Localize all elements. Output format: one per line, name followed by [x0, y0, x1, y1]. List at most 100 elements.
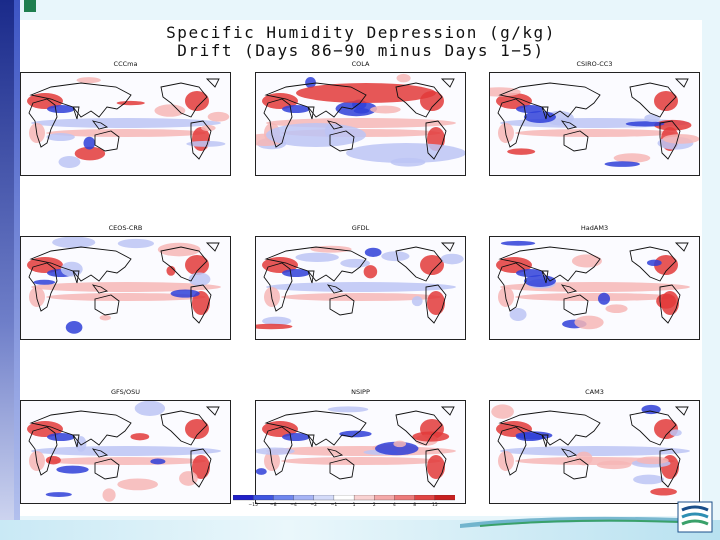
map-panel: GFS/OSU [20, 388, 231, 504]
slide-canvas: Specific Humidity Depression (g/kg) Drif… [20, 20, 702, 516]
colorbar-tick-label: −4 [290, 502, 297, 507]
humidity-anomaly-blob [370, 105, 401, 114]
coastline [498, 82, 601, 118]
humidity-anomaly-blob [646, 259, 662, 267]
humidity-anomaly-blob [427, 291, 445, 315]
coastline [28, 262, 58, 312]
humidity-anomaly-blob [262, 316, 292, 326]
humidity-anomaly-blob [625, 121, 665, 127]
humidity-anomaly-blob [74, 146, 106, 161]
coastline [205, 242, 220, 252]
panel-title: NSIPP [351, 388, 370, 396]
humidity-anomaly-blob [46, 133, 75, 141]
map-field [255, 400, 466, 504]
humidity-anomaly-blob [281, 457, 441, 465]
humidity-anomaly-blob [507, 148, 536, 155]
humidity-anomaly-blob [266, 123, 366, 147]
map-field [255, 72, 466, 176]
coastline [541, 270, 549, 284]
colorbar-tick-label: 15 [432, 502, 438, 507]
coastline [425, 448, 447, 488]
coastline [329, 130, 355, 152]
humidity-anomaly-blob [596, 460, 632, 470]
bottom-decor-bar [0, 520, 720, 540]
colorbar-tick-label: −1 [331, 502, 338, 507]
humidity-anomaly-blob [605, 304, 628, 314]
humidity-anomaly-blob [282, 433, 310, 441]
coastline [29, 246, 132, 282]
humidity-anomaly-blob [496, 93, 532, 109]
coastline [190, 448, 212, 488]
humidity-anomaly-blob [393, 440, 407, 448]
humidity-anomaly-blob [613, 153, 651, 163]
colorbar-swatch [333, 495, 355, 501]
humidity-anomaly-blob [500, 446, 690, 456]
colorbar-swatch [394, 495, 416, 501]
humidity-anomaly-blob [83, 136, 96, 150]
humidity-anomaly-blob [381, 251, 410, 262]
coastline [307, 106, 315, 120]
coastline [497, 98, 527, 148]
colorbar-swatch [253, 495, 275, 501]
humidity-anomaly-blob [262, 93, 298, 109]
coastline [205, 406, 220, 416]
humidity-anomaly-blob [656, 293, 677, 309]
humidity-anomaly-blob [440, 253, 464, 265]
humidity-anomaly-blob [654, 255, 678, 275]
panel-title: GFS/OSU [111, 388, 140, 396]
coastline [629, 246, 677, 282]
humidity-anomaly-blob [604, 161, 640, 167]
humidity-anomaly-blob [363, 265, 378, 279]
coastline [94, 130, 120, 152]
humidity-anomaly-blob [47, 433, 75, 441]
humidity-anomaly-blob [170, 289, 200, 298]
coastline [497, 262, 527, 312]
panel-title: CCCma [113, 60, 138, 68]
humidity-anomaly-blob [654, 91, 678, 111]
humidity-anomaly-blob [117, 238, 155, 249]
coastline [326, 120, 344, 130]
humidity-anomaly-blob [305, 76, 316, 89]
map-field [20, 72, 231, 176]
humidity-anomaly-blob [295, 252, 339, 263]
coastline [160, 410, 208, 446]
humidity-anomaly-blob [575, 451, 593, 466]
map-panel: GFDL [255, 224, 466, 340]
humidity-anomaly-blob [27, 93, 63, 109]
humidity-anomaly-blob [296, 83, 436, 103]
humidity-anomaly-blob [47, 105, 75, 113]
panel-title: HadAM3 [580, 224, 609, 232]
coastline [563, 458, 589, 480]
humidity-anomaly-blob [396, 73, 411, 83]
coastline [498, 410, 601, 446]
humidity-anomaly-blob [46, 457, 206, 465]
coastline [440, 78, 455, 88]
coastline [425, 284, 447, 324]
coastline [440, 242, 455, 252]
humidity-anomaly-blob [192, 291, 210, 315]
humidity-anomaly-blob [157, 242, 201, 257]
map-svg [27, 77, 230, 168]
coastline [563, 294, 589, 316]
coastline [326, 284, 344, 294]
humidity-anomaly-blob [597, 292, 611, 305]
humidity-anomaly-blob [670, 429, 682, 437]
colorbar-swatch [273, 495, 295, 501]
map-panel: CCCma [20, 60, 231, 176]
humidity-anomaly-blob [179, 471, 198, 486]
coastline [205, 78, 220, 88]
coastline [560, 120, 578, 130]
humidity-anomaly-blob [27, 257, 63, 273]
humidity-anomaly-blob [99, 314, 111, 321]
coastline [190, 120, 212, 160]
humidity-anomaly-blob [27, 421, 63, 437]
map-panel: CEOS-CRB [20, 224, 231, 340]
map-field [489, 400, 700, 504]
map-field [489, 72, 700, 176]
humidity-anomaly-blob [644, 114, 660, 122]
panel-title: CAM3 [585, 388, 604, 396]
humidity-anomaly-blob [256, 468, 267, 475]
colorbar-swatch [434, 495, 455, 501]
map-svg [27, 237, 221, 334]
coastline [659, 284, 681, 324]
